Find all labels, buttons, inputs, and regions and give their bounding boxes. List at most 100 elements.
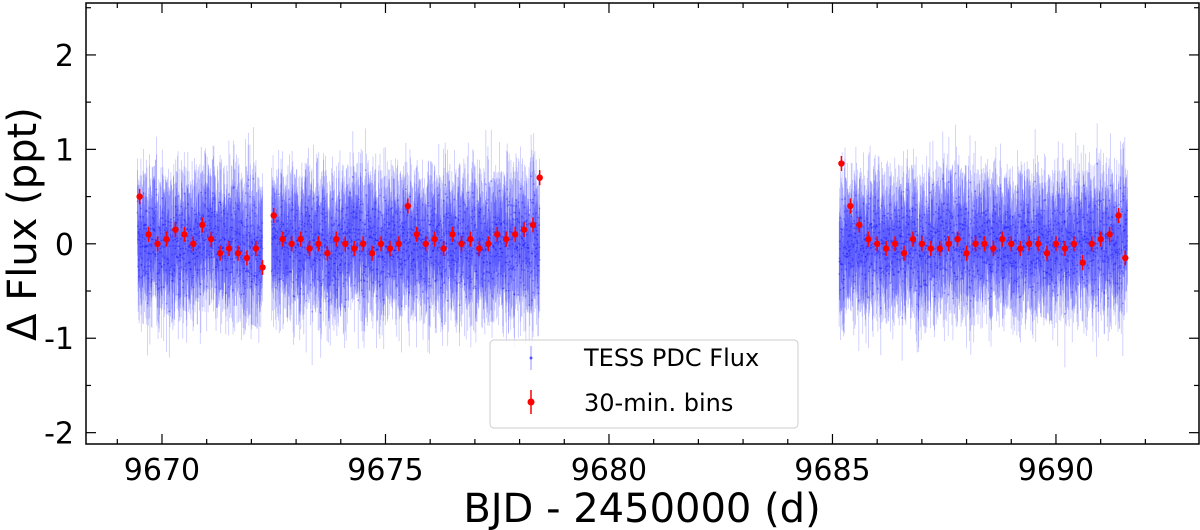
raw-point xyxy=(162,223,165,226)
raw-point xyxy=(198,251,201,254)
raw-point xyxy=(223,237,226,240)
raw-point xyxy=(199,242,202,245)
raw-point xyxy=(221,236,224,239)
raw-point xyxy=(239,269,241,272)
raw-point xyxy=(208,254,211,256)
raw-point xyxy=(326,295,329,298)
raw-point xyxy=(147,277,150,280)
raw-point xyxy=(177,260,180,262)
raw-point xyxy=(182,280,185,283)
raw-point xyxy=(186,227,189,230)
raw-point xyxy=(230,240,233,243)
raw-point xyxy=(191,230,194,233)
raw-point xyxy=(213,239,216,242)
raw-point xyxy=(175,214,178,216)
raw-point xyxy=(145,210,148,213)
raw-point xyxy=(198,269,201,271)
raw-point xyxy=(216,219,219,222)
raw-point xyxy=(173,275,175,278)
raw-point xyxy=(215,233,218,236)
raw-point xyxy=(241,258,244,261)
raw-point xyxy=(155,193,158,196)
raw-point xyxy=(169,234,172,236)
raw-point xyxy=(139,246,142,248)
raw-point xyxy=(240,221,243,223)
raw-point xyxy=(187,249,190,252)
raw-point xyxy=(177,195,179,198)
raw-point xyxy=(160,217,162,219)
raw-point xyxy=(153,220,156,223)
raw-point xyxy=(178,267,180,270)
raw-point xyxy=(202,239,205,242)
raw-point xyxy=(235,256,238,259)
raw-point xyxy=(241,222,243,225)
raw-point xyxy=(190,247,193,249)
raw-point xyxy=(138,239,141,242)
raw-point xyxy=(139,252,142,255)
raw-point xyxy=(233,186,236,189)
raw-point xyxy=(222,209,225,212)
raw-point xyxy=(159,229,162,232)
raw-point xyxy=(247,178,250,181)
raw-point xyxy=(181,212,183,214)
raw-point xyxy=(174,247,177,250)
raw-point xyxy=(170,264,173,267)
raw-point xyxy=(157,288,159,291)
raw-point xyxy=(186,228,188,230)
raw-point xyxy=(172,245,175,247)
raw-point xyxy=(182,224,185,227)
raw-point xyxy=(142,224,145,227)
raw-point xyxy=(152,229,155,231)
raw-point xyxy=(159,262,162,265)
raw-point xyxy=(211,202,214,204)
raw-point xyxy=(146,265,149,268)
raw-point xyxy=(236,228,239,231)
raw-point xyxy=(222,255,225,257)
raw-point xyxy=(144,224,147,226)
raw-point xyxy=(180,226,183,229)
raw-point xyxy=(224,257,227,260)
raw-point xyxy=(230,229,233,231)
raw-point xyxy=(232,187,235,190)
raw-point xyxy=(221,247,223,250)
raw-point xyxy=(207,269,209,272)
raw-point xyxy=(176,209,179,212)
raw-point xyxy=(154,210,157,212)
raw-point xyxy=(154,253,157,256)
raw-point xyxy=(231,266,234,269)
raw-point xyxy=(198,237,201,240)
raw-point xyxy=(224,238,226,241)
raw-point xyxy=(211,211,214,214)
raw-point xyxy=(205,238,207,241)
raw-point xyxy=(193,209,196,212)
raw-point xyxy=(190,251,193,254)
raw-point xyxy=(143,238,146,240)
raw-point xyxy=(223,223,225,225)
raw-point xyxy=(180,205,183,208)
raw-point xyxy=(197,232,200,235)
raw-point xyxy=(147,258,149,261)
raw-point xyxy=(183,219,186,222)
raw-point xyxy=(217,226,219,229)
raw-point xyxy=(140,263,143,266)
raw-point xyxy=(155,239,157,241)
raw-point xyxy=(222,246,224,249)
raw-point xyxy=(159,251,161,253)
raw-point xyxy=(151,278,153,281)
raw-point xyxy=(151,216,154,219)
raw-point xyxy=(142,192,145,195)
raw-point xyxy=(160,239,163,242)
raw-point xyxy=(183,242,186,245)
raw-point xyxy=(194,251,197,254)
raw-point xyxy=(137,265,140,268)
raw-point xyxy=(175,240,178,243)
raw-point xyxy=(145,227,148,230)
raw-point xyxy=(153,228,156,230)
raw-point xyxy=(136,211,139,214)
raw-point xyxy=(237,207,240,210)
raw-point xyxy=(141,234,144,236)
raw-point xyxy=(161,197,164,200)
raw-point xyxy=(145,245,148,248)
raw-point xyxy=(196,234,198,236)
raw-point xyxy=(220,203,222,206)
